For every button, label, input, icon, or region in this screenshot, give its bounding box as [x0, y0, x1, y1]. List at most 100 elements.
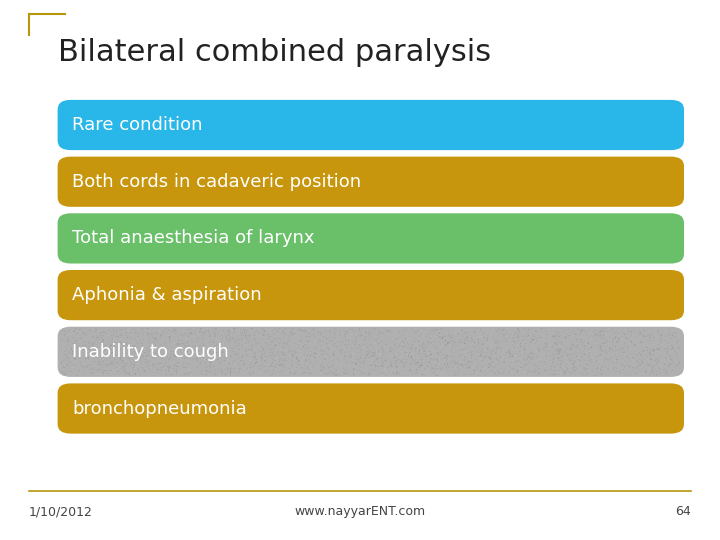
- Point: [340, 327, 351, 335]
- Point: [469, 328, 480, 336]
- Point: [469, 347, 480, 355]
- Point: [507, 346, 518, 354]
- Point: [176, 347, 188, 356]
- Point: [210, 341, 222, 350]
- Point: [397, 334, 408, 343]
- Point: [146, 367, 158, 376]
- Point: [651, 360, 662, 369]
- Point: [567, 339, 578, 347]
- Point: [562, 343, 573, 352]
- Point: [167, 327, 179, 336]
- Point: [136, 340, 148, 348]
- Point: [67, 362, 78, 371]
- Point: [487, 360, 498, 368]
- Point: [80, 331, 91, 340]
- Point: [557, 362, 568, 371]
- Point: [232, 326, 243, 334]
- Point: [555, 356, 567, 364]
- Point: [641, 348, 652, 357]
- Point: [69, 354, 81, 363]
- Point: [511, 330, 523, 339]
- Point: [469, 361, 481, 370]
- Point: [214, 342, 225, 350]
- Point: [389, 329, 400, 338]
- Point: [179, 370, 190, 379]
- Point: [595, 334, 607, 342]
- Point: [174, 348, 186, 357]
- Point: [379, 369, 390, 377]
- Point: [117, 328, 128, 336]
- Point: [200, 349, 212, 357]
- Point: [266, 370, 278, 379]
- Point: [438, 324, 449, 333]
- Point: [258, 355, 270, 363]
- Point: [600, 354, 611, 363]
- Point: [425, 370, 436, 379]
- Point: [82, 353, 94, 361]
- Point: [181, 339, 193, 347]
- Point: [177, 340, 189, 348]
- Point: [474, 344, 485, 353]
- Point: [122, 326, 133, 335]
- Point: [58, 356, 70, 364]
- Point: [589, 333, 600, 341]
- Point: [518, 346, 530, 355]
- Point: [360, 367, 372, 376]
- Point: [202, 342, 214, 351]
- Point: [513, 336, 524, 345]
- Point: [164, 370, 176, 379]
- Point: [644, 342, 655, 351]
- Point: [350, 360, 361, 369]
- Point: [127, 363, 139, 372]
- Point: [659, 371, 670, 380]
- Point: [427, 357, 438, 366]
- Point: [644, 370, 655, 379]
- Point: [210, 370, 221, 379]
- Point: [122, 363, 133, 372]
- Point: [503, 349, 515, 357]
- Point: [403, 367, 415, 375]
- Point: [611, 330, 623, 339]
- Point: [318, 369, 330, 377]
- Point: [166, 340, 178, 349]
- Point: [335, 355, 346, 364]
- Point: [229, 357, 240, 366]
- Point: [594, 333, 606, 341]
- Point: [241, 326, 253, 335]
- Point: [577, 328, 588, 337]
- Point: [63, 326, 75, 335]
- Point: [523, 326, 534, 334]
- Point: [464, 337, 475, 346]
- Point: [492, 369, 504, 378]
- Point: [449, 335, 461, 344]
- Point: [447, 333, 459, 342]
- Point: [165, 365, 176, 374]
- Point: [630, 341, 642, 349]
- Point: [151, 354, 163, 362]
- Point: [359, 359, 370, 368]
- Point: [423, 359, 434, 367]
- Point: [439, 361, 451, 370]
- Point: [227, 359, 238, 367]
- Point: [593, 343, 604, 352]
- Point: [438, 342, 450, 350]
- Point: [530, 364, 541, 373]
- Point: [206, 350, 217, 359]
- Point: [433, 349, 445, 358]
- Point: [328, 369, 339, 378]
- Point: [665, 359, 677, 368]
- Point: [455, 369, 467, 378]
- Point: [642, 331, 654, 340]
- Point: [62, 330, 73, 339]
- Point: [284, 369, 296, 377]
- Point: [425, 337, 436, 346]
- Point: [67, 355, 78, 363]
- Point: [513, 344, 524, 353]
- Point: [275, 367, 287, 375]
- Point: [91, 371, 103, 380]
- Point: [152, 336, 163, 345]
- Point: [150, 327, 162, 335]
- Point: [472, 337, 484, 346]
- Point: [306, 354, 318, 362]
- Point: [354, 348, 366, 356]
